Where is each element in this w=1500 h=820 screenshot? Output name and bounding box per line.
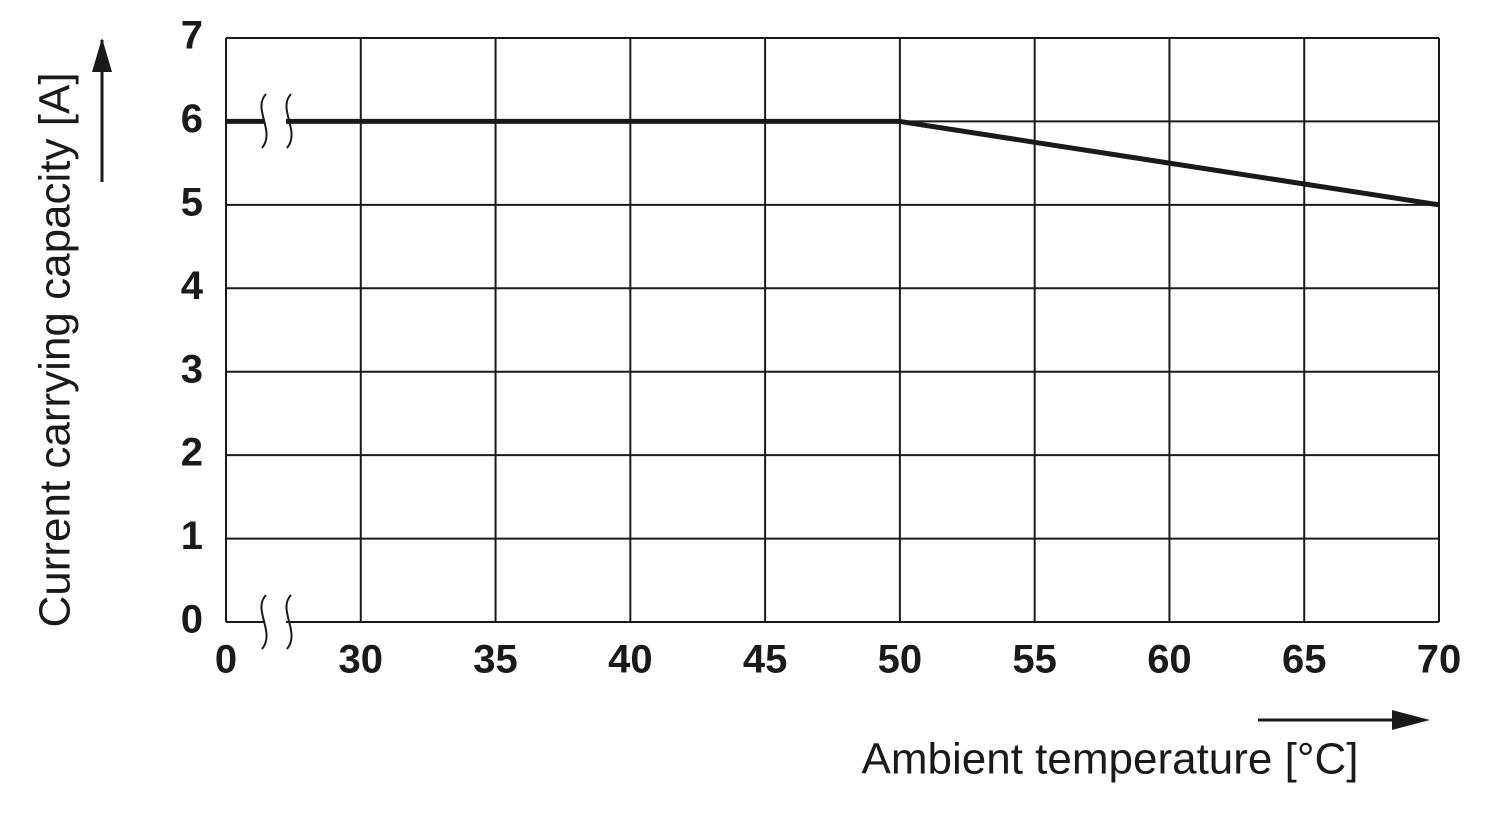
line [226, 118, 1440, 208]
break-mark [285, 594, 293, 650]
y-tick-label: 0 [181, 598, 203, 642]
x-tick-label: 60 [1147, 638, 1192, 682]
x-axis-title: Ambient temperature [°C] [862, 735, 1359, 784]
x-tick-label: 30 [339, 638, 384, 682]
x-tick-label: 55 [1012, 638, 1057, 682]
y-tick-label: 7 [181, 14, 203, 58]
x-arrow-head [1392, 710, 1430, 730]
break-mark [260, 594, 268, 650]
x-tick-label: 40 [608, 638, 653, 682]
break-mark [285, 93, 293, 149]
y-tick-label: 5 [181, 180, 203, 224]
y-tick-label: 4 [181, 264, 204, 308]
break-mark [260, 93, 268, 149]
x-tick-label: 65 [1282, 638, 1327, 682]
y-tick-label: 6 [181, 97, 203, 141]
y-arrow-head [92, 38, 112, 72]
y-tick-label: 2 [181, 431, 203, 475]
break-gap [264, 113, 286, 129]
break-gap [264, 614, 286, 630]
y-tick-label: 3 [181, 347, 203, 391]
plot [226, 93, 1440, 650]
x-tick-label: 0 [215, 638, 237, 682]
x-tick-label: 50 [878, 638, 923, 682]
grid [225, 37, 1440, 623]
x-tick-label: 35 [473, 638, 518, 682]
y-axis-title: Current carrying capacity [A] [31, 72, 80, 627]
x-tick-label: 70 [1417, 638, 1462, 682]
y-tick-label: 1 [181, 514, 203, 558]
x-tick-label: 45 [743, 638, 788, 682]
